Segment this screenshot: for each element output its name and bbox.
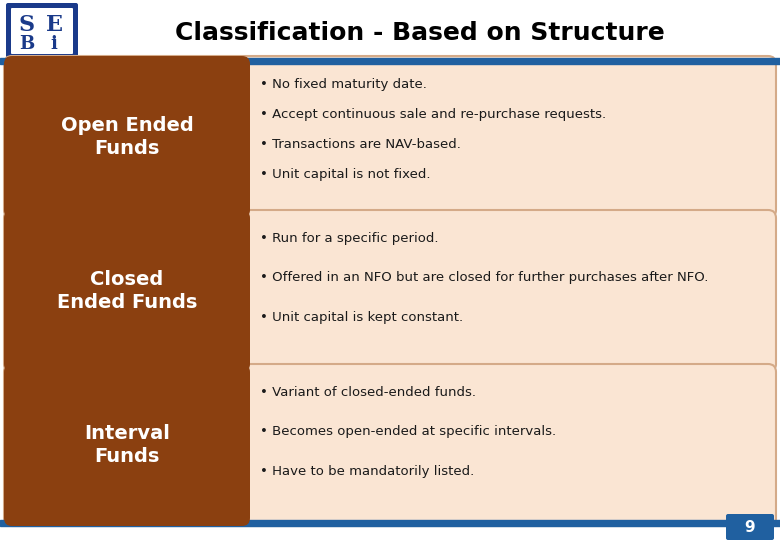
Bar: [0, 58, 780, 64]
Text: • Variant of closed-ended funds.: • Variant of closed-ended funds.: [260, 386, 476, 399]
FancyBboxPatch shape: [4, 56, 250, 218]
Text: • Have to be mandatorily listed.: • Have to be mandatorily listed.: [260, 465, 474, 478]
Text: • Accept continuous sale and re-purchase requests.: • Accept continuous sale and re-purchase…: [260, 108, 606, 121]
Text: Classification - Based on Structure: Classification - Based on Structure: [176, 21, 665, 45]
Bar: [0, 520, 780, 526]
FancyBboxPatch shape: [726, 514, 774, 540]
Text: E: E: [46, 14, 62, 36]
FancyBboxPatch shape: [4, 364, 250, 526]
Text: • Transactions are NAV-based.: • Transactions are NAV-based.: [260, 138, 461, 151]
Text: • Unit capital is not fixed.: • Unit capital is not fixed.: [260, 168, 431, 181]
Text: • Run for a specific period.: • Run for a specific period.: [260, 232, 438, 245]
Text: • Becomes open-ended at specific intervals.: • Becomes open-ended at specific interva…: [260, 426, 556, 438]
FancyBboxPatch shape: [11, 8, 73, 54]
FancyBboxPatch shape: [4, 210, 776, 372]
Bar: [0, 0, 780, 60]
FancyBboxPatch shape: [4, 364, 776, 526]
Text: Interval
Funds: Interval Funds: [84, 424, 170, 466]
FancyBboxPatch shape: [4, 56, 776, 218]
Text: • No fixed maturity date.: • No fixed maturity date.: [260, 78, 427, 91]
Text: • Offered in an NFO but are closed for further purchases after NFO.: • Offered in an NFO but are closed for f…: [260, 272, 708, 285]
Text: • Unit capital is kept constant.: • Unit capital is kept constant.: [260, 310, 463, 324]
Text: i: i: [51, 35, 58, 53]
Text: B: B: [20, 35, 34, 53]
Text: Closed
Ended Funds: Closed Ended Funds: [57, 270, 197, 312]
Text: 9: 9: [745, 519, 755, 535]
Text: Open Ended
Funds: Open Ended Funds: [61, 116, 193, 158]
Text: S: S: [19, 14, 35, 36]
FancyBboxPatch shape: [4, 210, 250, 372]
FancyBboxPatch shape: [6, 3, 78, 59]
